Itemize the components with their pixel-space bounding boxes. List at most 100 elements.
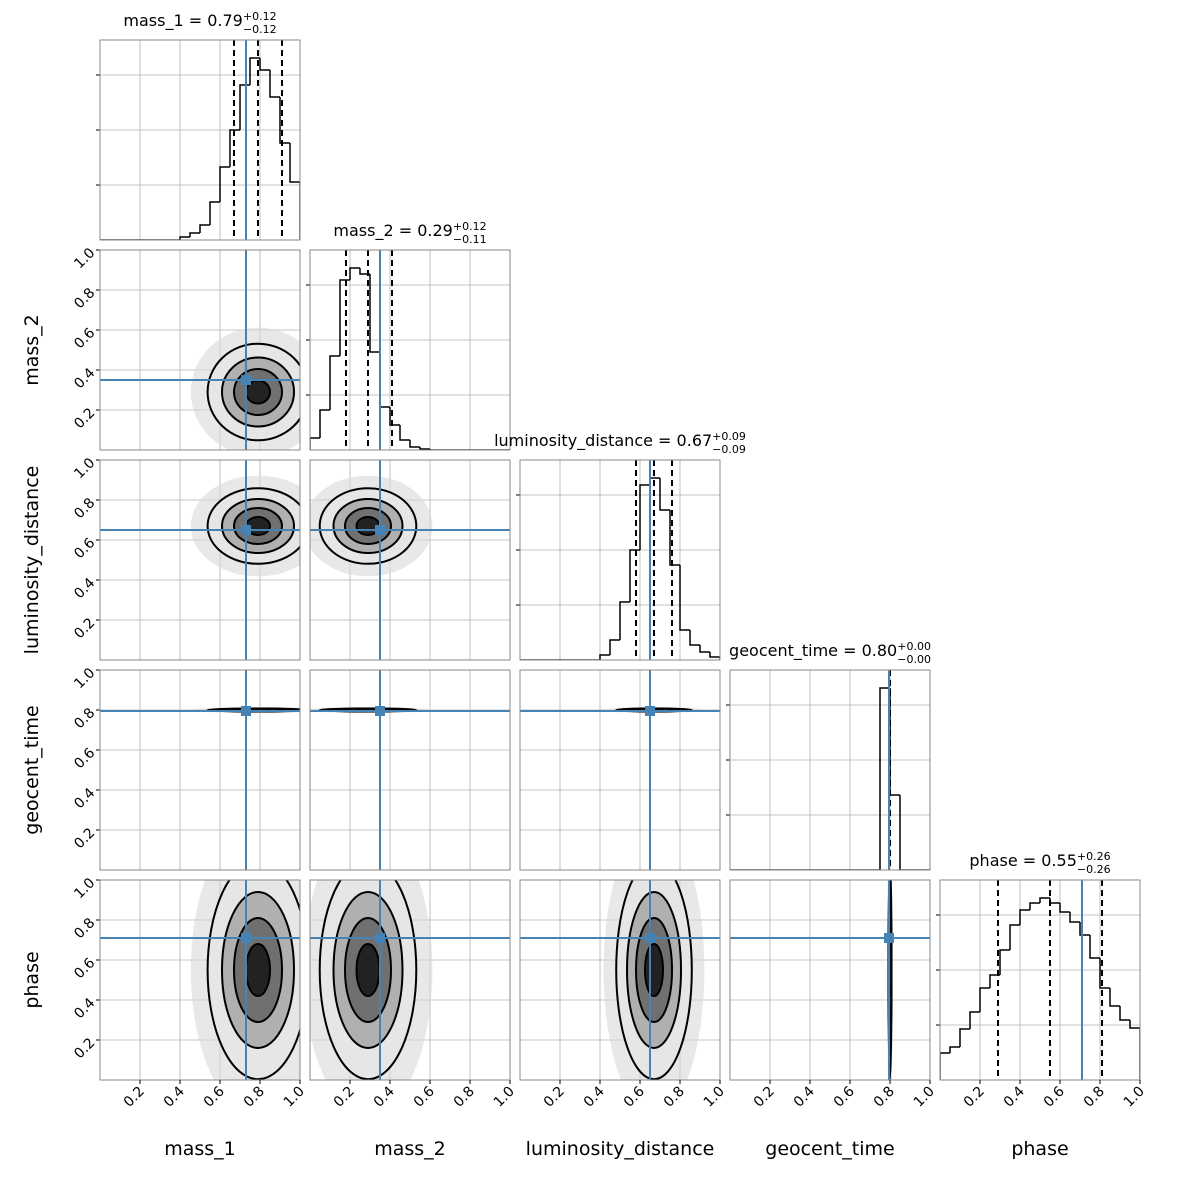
x-tick-label: 1.0 — [491, 1084, 518, 1111]
hist-bin — [409, 439, 420, 448]
hist-bin — [199, 224, 210, 234]
hist-bin — [619, 601, 630, 640]
upper-error: +0.00 — [897, 640, 931, 653]
truth-marker — [241, 375, 251, 385]
hist-bin — [669, 510, 680, 566]
median: 0.67 — [677, 431, 713, 450]
truth-marker — [241, 933, 251, 943]
hist-bin — [369, 273, 380, 353]
hist-bin — [1049, 897, 1060, 904]
hist-bin — [1039, 897, 1050, 903]
title-sep: = — [653, 431, 677, 450]
x-axis-label: mass_1 — [164, 1138, 236, 1160]
y-tick-label: 1.0 — [71, 245, 98, 272]
hist-bin — [940, 1052, 950, 1080]
hist-bin — [689, 630, 700, 646]
hist-bin — [629, 549, 640, 602]
hist-bin — [1129, 1019, 1140, 1080]
panel-frame — [519, 669, 721, 871]
hist-bin — [419, 446, 430, 450]
hist-bin — [1059, 902, 1070, 913]
x-tick-label: 0.8 — [1081, 1084, 1108, 1111]
hist-bin — [969, 1011, 980, 1030]
y-tick-label: 0.6 — [71, 955, 98, 982]
upper-error: +0.26 — [1077, 850, 1111, 863]
panel-frame — [99, 879, 301, 1081]
truth-marker — [645, 933, 655, 943]
y-axis-label: mass_2 — [21, 314, 43, 386]
param-name: mass_1 — [123, 11, 183, 31]
panel-content — [310, 670, 510, 870]
y-tick-label: 0.4 — [71, 365, 98, 392]
x-tick-label: 0.6 — [831, 1083, 858, 1110]
hist-bin — [219, 166, 230, 202]
hist-bin — [889, 687, 900, 796]
y-tick-label: 0.2 — [71, 405, 98, 432]
y-tick-label: 0.2 — [71, 615, 98, 642]
panel-title: phase = 0.55+0.26 −0.26 — [969, 850, 1110, 876]
median: 0.80 — [862, 641, 898, 660]
x-tick-label: 0.4 — [371, 1083, 398, 1110]
panel-title: luminosity_distance = 0.67+0.09 −0.09 — [494, 430, 746, 456]
x-tick-label: 0.4 — [161, 1083, 188, 1110]
x-tick-label: 1.0 — [281, 1084, 308, 1111]
y-tick-label: 1.0 — [71, 455, 98, 482]
panel-content — [310, 880, 510, 1080]
hist-bin — [229, 129, 240, 168]
y-tick-label: 0.8 — [71, 915, 98, 942]
panel-frame — [309, 459, 511, 661]
hist-bin — [259, 57, 270, 71]
hist-bin — [989, 974, 1000, 988]
hist-bin — [609, 639, 620, 655]
panel-frame — [939, 879, 1141, 1081]
truth-marker — [884, 933, 894, 943]
y-axis-label: luminosity_distance — [21, 466, 43, 655]
panel-content — [310, 460, 510, 660]
panel: luminosity_distance = 0.67+0.09 −0.09 — [494, 430, 746, 661]
hist-bin — [1079, 921, 1090, 936]
panel-frame — [729, 669, 931, 871]
panel: 0.2 0.4 0.6 0.8 1.0 — [71, 455, 301, 661]
y-tick-label: 0.6 — [71, 325, 98, 352]
lower-error: −0.11 — [453, 233, 487, 246]
panel: 0.2 0.4 0.6 0.8 1.0 — [519, 879, 728, 1111]
hist-bin — [389, 406, 400, 426]
hist-bin — [289, 142, 300, 240]
title-sep: = — [838, 641, 862, 660]
panel-content — [310, 250, 510, 450]
hist-bin — [310, 437, 320, 450]
truth-marker — [645, 706, 655, 716]
hist-bin — [279, 96, 290, 144]
panel-content — [520, 460, 720, 660]
param-name: mass_2 — [333, 221, 393, 241]
panel: 0.2 0.4 0.6 0.8 1.0 — [729, 879, 938, 1111]
truth-marker — [241, 706, 251, 716]
panel-title: mass_2 = 0.29+0.12 −0.11 — [333, 220, 486, 246]
contour — [644, 943, 664, 997]
hist-bin — [269, 69, 280, 98]
hist-bin — [339, 279, 350, 356]
truth-marker — [375, 933, 385, 943]
panel-content — [520, 880, 720, 1080]
x-tick-label: 0.6 — [201, 1083, 228, 1110]
hist-bin — [399, 424, 410, 441]
hist-bin — [949, 1046, 960, 1053]
hist-bin — [1069, 911, 1080, 923]
panel-content — [100, 250, 300, 450]
lower-error: −0.12 — [243, 23, 277, 36]
panel: phase = 0.55+0.26 −0.26 0.2 0.4 0.6 0.8 1.0 — [936, 850, 1148, 1111]
y-tick-label: 0.8 — [71, 285, 98, 312]
y-tick-label: 0.4 — [71, 785, 98, 812]
y-tick-label: 0.4 — [71, 575, 98, 602]
hist-bin — [1119, 1006, 1130, 1021]
hist-bin — [1099, 957, 1110, 989]
hist-bin — [639, 484, 650, 550]
panel-frame — [99, 669, 301, 871]
x-tick-label: 0.4 — [791, 1083, 818, 1110]
panel-frame — [309, 669, 511, 871]
upper-error: +0.12 — [453, 220, 487, 233]
hist-bin — [189, 232, 200, 237]
x-tick-label: 0.8 — [871, 1084, 898, 1111]
hist-bin — [1009, 924, 1020, 950]
